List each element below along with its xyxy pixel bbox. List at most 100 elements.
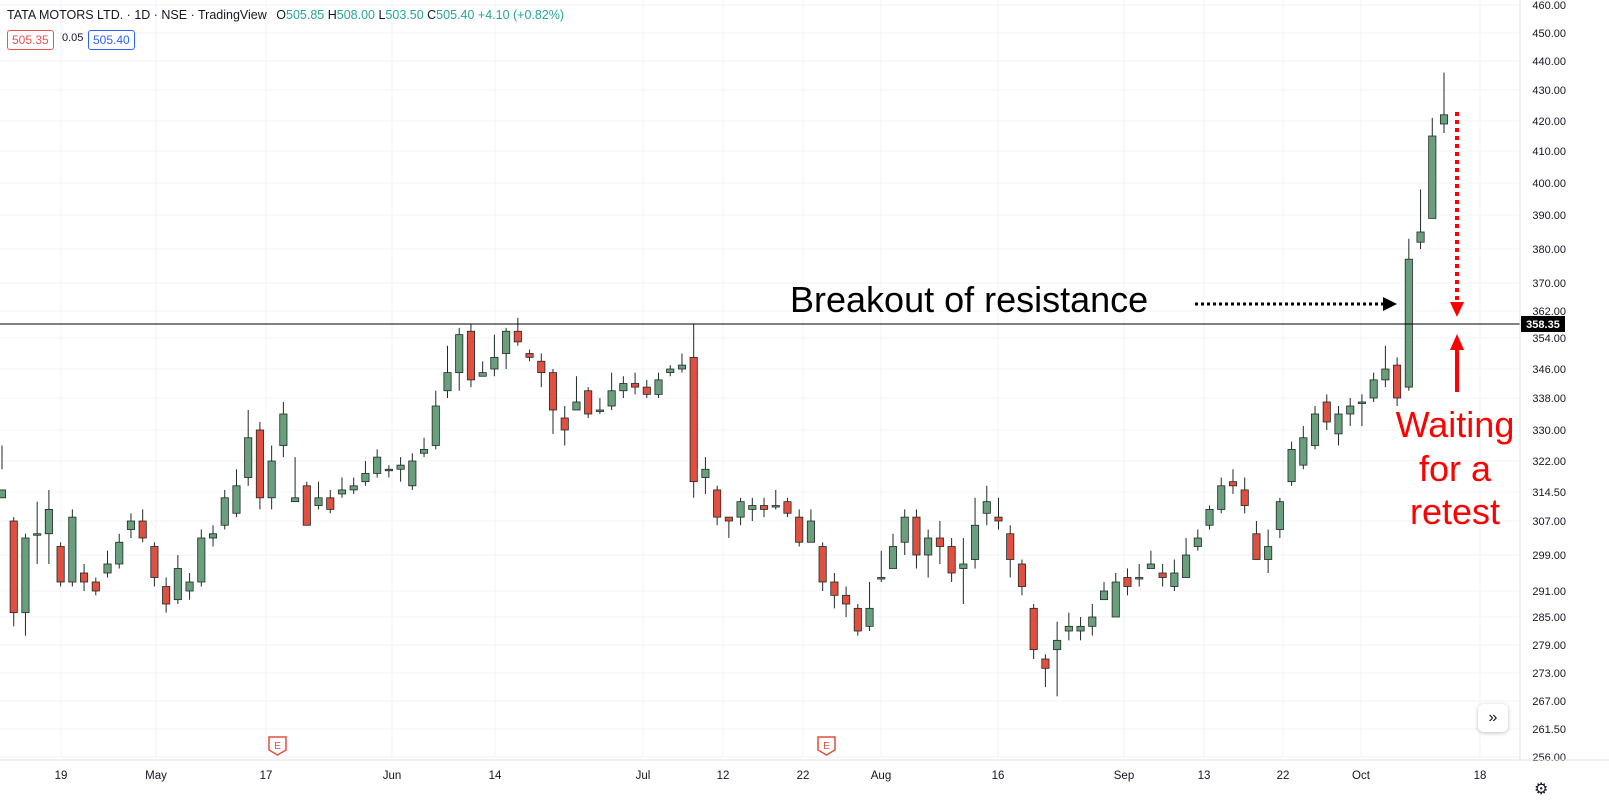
sell-price-button[interactable]: 505.35 [7, 30, 54, 50]
candle [1076, 617, 1085, 641]
candle [384, 465, 393, 478]
ohlc-values: O505.85 H508.00 L503.50 C505.40 +4.10 (+… [276, 8, 564, 22]
candle-body [1240, 489, 1249, 506]
symbol-title[interactable]: TATA MOTORS LTD. · 1D · NSE · TradingVie… [7, 8, 267, 22]
earnings-flag-icon[interactable]: E [268, 736, 287, 756]
time-tick-label: Jul [636, 770, 651, 782]
candle-body [1275, 501, 1284, 530]
candle-body [1111, 581, 1120, 618]
breakout-annotation-text: Breakout of resistance [790, 279, 1148, 320]
candle-body [736, 501, 745, 518]
candle-body [115, 541, 124, 565]
earnings-marker-label: E [823, 741, 830, 752]
candle [1182, 538, 1191, 578]
scroll-to-realtime-button[interactable]: » [1478, 704, 1508, 732]
candle-body [1252, 533, 1261, 560]
time-tick-label: 14 [489, 770, 502, 782]
candle-body [173, 568, 182, 601]
candle [888, 533, 898, 569]
candle-body [1205, 508, 1214, 526]
candle [924, 529, 933, 578]
price-axis[interactable]: 256.00 261.50 267.00 273.00 279.00 285.00 291.… [1519, 0, 1566, 764]
candle [232, 469, 241, 518]
candle-body [513, 330, 522, 343]
candle-body [560, 417, 569, 431]
candle [654, 372, 663, 398]
candle [1041, 654, 1050, 687]
candle-body [548, 372, 558, 411]
candle-body [162, 586, 171, 605]
candle [431, 390, 440, 450]
candle [1193, 529, 1202, 551]
time-tick-label: Jun [383, 770, 402, 782]
candle-body [1264, 546, 1273, 560]
candle [971, 497, 980, 569]
candle-body [1217, 485, 1226, 510]
earnings-markers[interactable]: E E [268, 736, 836, 756]
candle-body [56, 546, 65, 583]
price-tick-label: 346.00 [1532, 364, 1566, 376]
buy-price-button[interactable]: 505.40 [88, 30, 135, 50]
candle-body [1311, 413, 1320, 446]
price-tick-label: 285.00 [1532, 612, 1566, 624]
time-axis[interactable]: 19 May 17 Jun 14 Jul 12 22 Aug 16 Sep 13 22 Oct 18 [0, 759, 1609, 782]
candle [513, 317, 522, 346]
candle [1170, 559, 1179, 591]
chart-settings-button[interactable]: ⚙ [1534, 780, 1548, 800]
candle [150, 542, 159, 587]
candle [408, 453, 417, 490]
resistance-price-tag [1521, 316, 1565, 332]
earnings-flag-icon[interactable]: E [817, 736, 836, 756]
candle-body [1029, 607, 1038, 651]
time-tick-label: 16 [992, 770, 1005, 782]
candle [373, 449, 382, 478]
candle [853, 604, 862, 636]
candle [1369, 372, 1378, 402]
candle [572, 376, 581, 411]
candle-body [666, 368, 675, 374]
candle [525, 349, 534, 362]
grid-lines [0, 0, 1520, 758]
low-label: L [378, 8, 386, 22]
price-tick-label: 261.50 [1532, 724, 1566, 736]
candle-body [126, 520, 135, 530]
price-tick-label: 291.00 [1532, 586, 1566, 598]
candle [302, 481, 311, 526]
retest-dotted-arrowhead [1450, 302, 1464, 317]
candle [44, 489, 53, 564]
earnings-marker-label: E [274, 741, 281, 752]
retest-solid-arrowhead [1450, 334, 1464, 350]
retest-text-line2: for a [1419, 448, 1492, 489]
candle [912, 509, 921, 569]
resistance-price-label: 358.35 [1526, 319, 1560, 331]
candle [713, 485, 722, 526]
price-tick-label: 314.50 [1532, 487, 1566, 499]
price-tick-label: 279.00 [1532, 640, 1566, 652]
time-tick-label: Aug [871, 770, 891, 782]
candle-body [44, 508, 53, 535]
candle [865, 582, 874, 631]
candle-body [584, 390, 593, 415]
candle [115, 533, 124, 569]
retest-text-line3: retest [1410, 491, 1500, 532]
candle [1205, 505, 1214, 530]
candle-body [33, 533, 42, 536]
candle-body [1064, 625, 1073, 632]
candle [420, 437, 429, 458]
candle-body [502, 330, 511, 354]
candle [1240, 477, 1249, 514]
candle-body [197, 537, 206, 583]
candle-body [1357, 401, 1366, 404]
candle [1252, 521, 1261, 560]
candle-body [0, 489, 7, 499]
price-tick-label: 354.00 [1532, 333, 1566, 345]
price-tick-label: 440.00 [1532, 56, 1566, 68]
candle-body [396, 464, 405, 470]
candle [548, 369, 558, 434]
candle-body [408, 460, 417, 487]
candle-body [466, 330, 475, 381]
time-tick-label: Oct [1352, 770, 1371, 782]
candle-body [373, 456, 382, 474]
time-tick-label: 17 [260, 770, 273, 782]
